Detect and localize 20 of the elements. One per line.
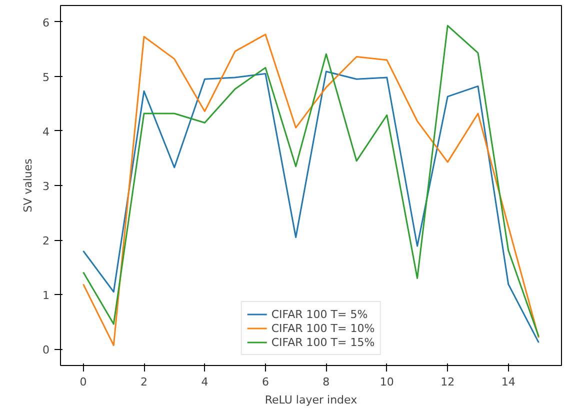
x-tick-label: 8 [322,376,330,388]
x-tick-label: 14 [501,376,516,388]
y-axis-title: SV values [22,158,34,212]
legend-label: CIFAR 100 T= 10% [271,321,375,335]
x-tick-label: 12 [440,376,455,388]
x-axis-title: ReLU layer index [264,394,358,406]
legend-label: CIFAR 100 T= 15% [271,335,375,349]
x-tick-label: 2 [140,376,148,388]
x-tick-label: 0 [80,376,87,388]
x-tick-label: 4 [201,376,208,388]
y-tick-label: 3 [42,180,50,193]
y-tick-label: 4 [42,125,50,138]
y-tick-label: 5 [42,70,50,84]
y-tick-label: 1 [42,289,50,302]
x-tick-label: 6 [262,376,269,388]
y-tick-label: 2 [42,234,50,248]
x-tick-label: 10 [380,376,394,388]
y-tick-label: 6 [42,16,50,30]
legend-label: CIFAR 100 T= 5% [271,307,368,321]
y-tick-label: 0 [42,344,50,357]
